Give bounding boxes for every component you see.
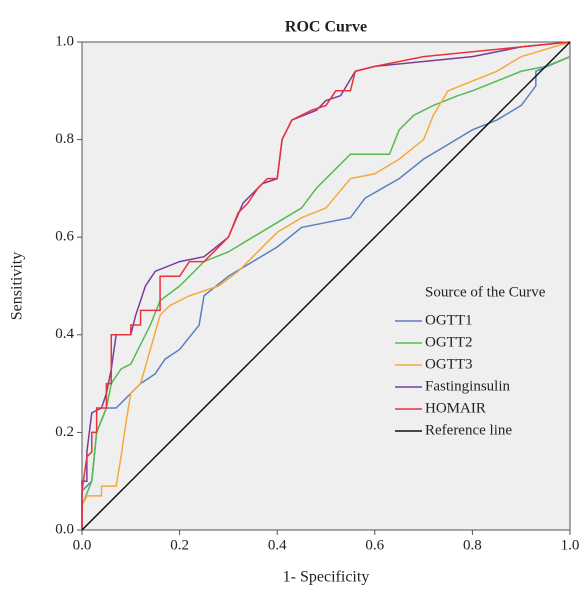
legend-label: HOMAIR [425,400,486,416]
legend-title: Source of the Curve [425,284,546,300]
legend-label: Reference line [425,422,512,438]
x-tick-label: 0.8 [463,537,482,553]
legend-label: OGTT1 [425,312,473,328]
y-tick-label: 1.0 [55,33,74,49]
y-tick-label: 0.8 [55,131,74,147]
x-tick-label: 0.6 [365,537,384,553]
y-axis-title: Sensitivity [9,252,26,320]
roc-line [81,41,571,530]
legend-label: OGTT2 [425,334,473,350]
y-tick-label: 0.2 [55,424,74,440]
y-tick-label: 0.6 [55,229,74,245]
y-tick-label: 0.0 [55,521,74,537]
roc-line [81,55,571,530]
y-tick-label: 0.4 [55,326,74,342]
x-tick-label: 0.4 [268,537,287,553]
legend-label: OGTT3 [425,356,473,372]
chart-title: ROC Curve [285,19,367,36]
x-tick-label: 0.0 [73,537,92,553]
x-axis-title: 1- Specificity [283,569,370,586]
roc-line [81,41,571,531]
legend-label: Fastinginsulin [425,378,511,394]
x-tick-label: 0.2 [170,537,189,553]
roc-line [81,41,571,530]
x-tick-label: 1.0 [561,537,580,553]
